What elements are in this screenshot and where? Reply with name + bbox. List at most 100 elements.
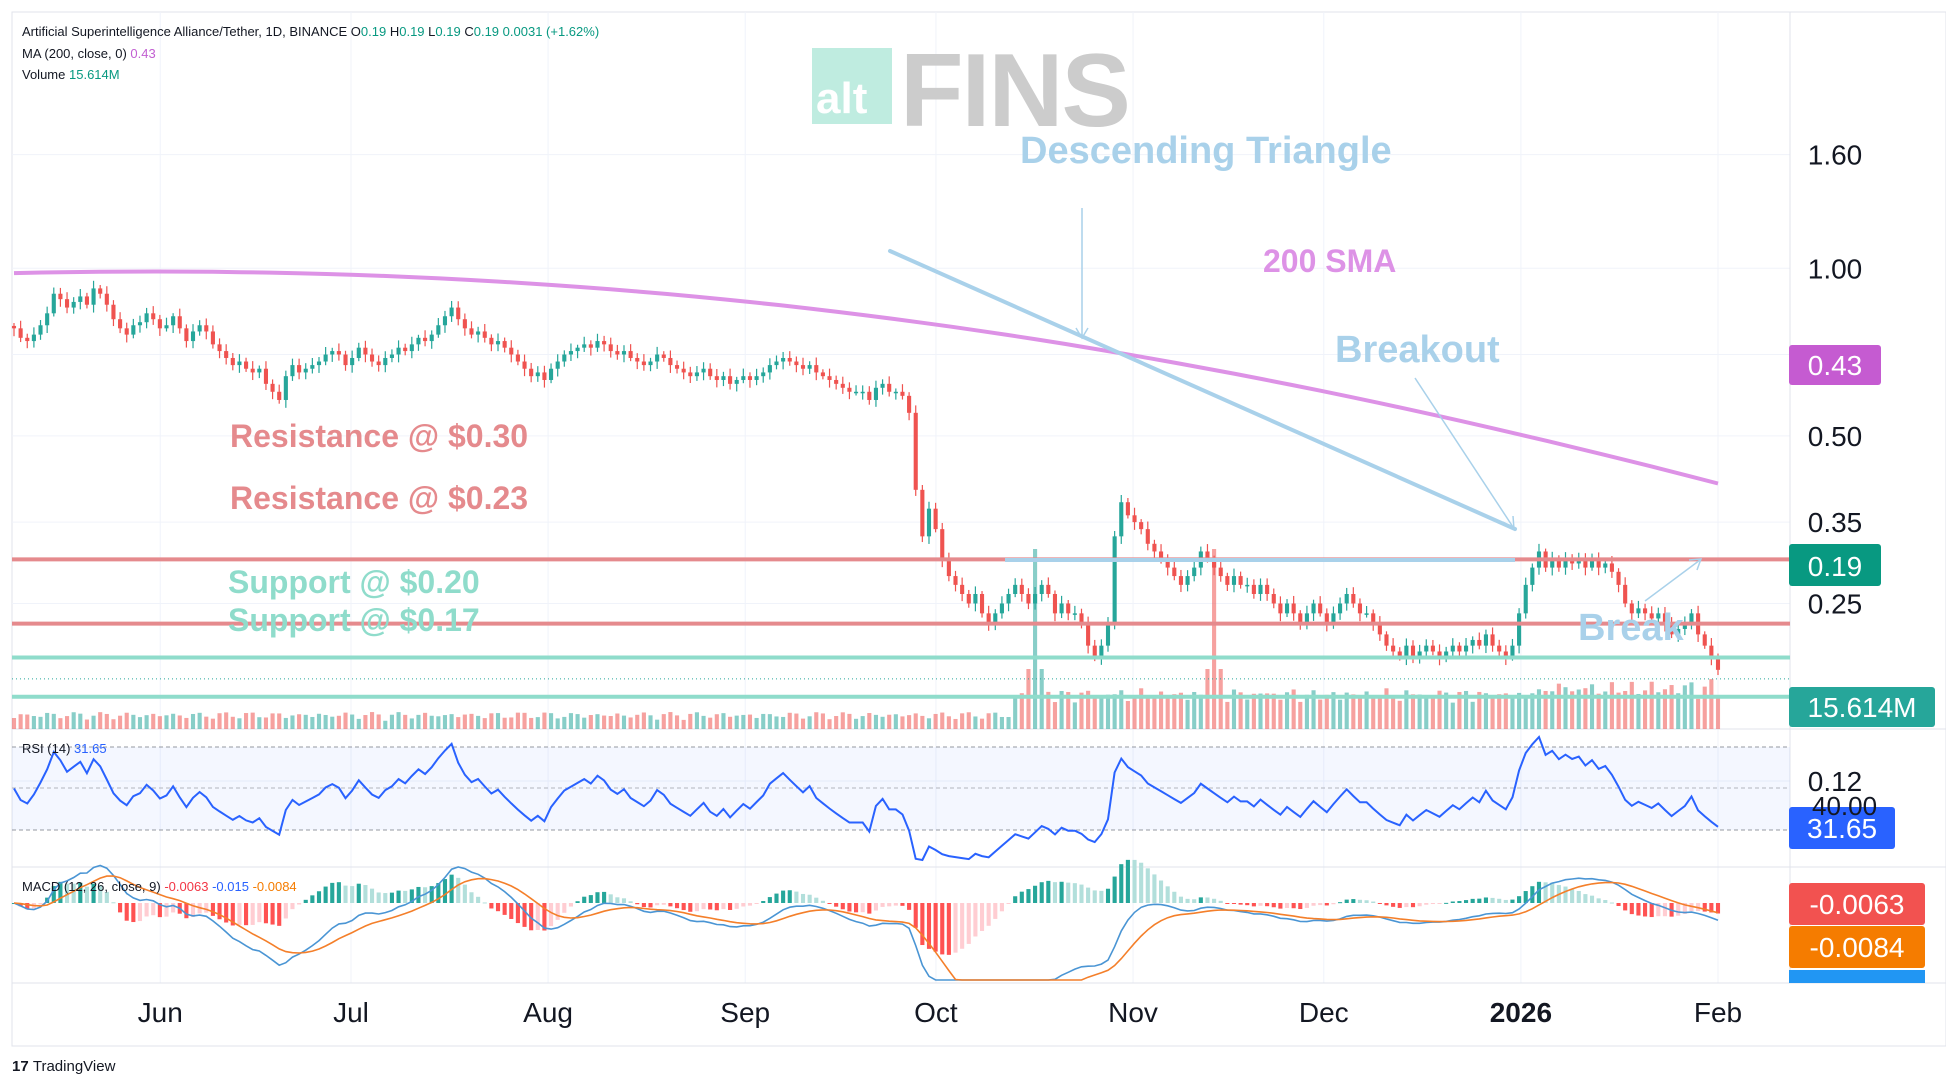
volume-bar — [217, 713, 222, 729]
macd-histogram-bar — [356, 883, 361, 903]
candle — [1019, 578, 1024, 602]
candle — [1437, 644, 1442, 666]
macd-histogram-bar — [369, 888, 375, 903]
macd-histogram-bar — [907, 903, 912, 910]
volume-bar — [887, 714, 892, 729]
volume-bar — [336, 715, 341, 729]
candle — [250, 361, 255, 381]
macd-histogram-bar — [840, 903, 845, 910]
candle — [1218, 559, 1223, 582]
volume-bar — [230, 716, 235, 729]
macd-histogram-bar — [376, 892, 381, 903]
candle — [383, 351, 388, 373]
volume-bar — [1198, 694, 1203, 729]
macd-legend-signal: -0.0084 — [252, 879, 297, 894]
macd-histogram-bar — [893, 903, 898, 906]
volume-bar — [330, 716, 335, 729]
macd-histogram-bar — [1258, 903, 1263, 906]
macd-histogram-bar — [476, 896, 481, 903]
macd-histogram-bar — [794, 891, 799, 903]
macd-histogram-bar — [860, 903, 865, 913]
macd-histogram-bar — [1457, 901, 1462, 903]
candle — [144, 307, 149, 329]
candle — [999, 596, 1004, 619]
macd-histogram-bar — [913, 903, 918, 928]
volume-bar — [966, 712, 971, 729]
volume-bar — [873, 714, 879, 729]
volume-bar — [840, 712, 845, 729]
candle — [840, 376, 845, 394]
macd-histogram-bar — [1470, 898, 1475, 903]
candle — [1178, 569, 1183, 593]
volume-bar — [1265, 693, 1270, 729]
volume-bar — [1656, 692, 1661, 729]
candle — [283, 370, 288, 408]
volume-bar — [668, 712, 673, 729]
macd-histogram-bar — [363, 885, 368, 903]
macd-histogram-bar — [681, 903, 686, 911]
time-tick-label: Feb — [1694, 997, 1742, 1028]
macd-histogram-bar — [986, 903, 991, 926]
candle — [303, 363, 308, 380]
macd-histogram-bar — [224, 903, 229, 923]
candle — [880, 379, 885, 395]
candle — [310, 357, 315, 374]
volume-bar — [1490, 698, 1495, 729]
volume-bar — [648, 715, 653, 729]
macd-histogram-bar — [1503, 899, 1508, 903]
volume-bar — [608, 716, 613, 729]
candle — [18, 320, 23, 343]
macd-histogram-bar — [1391, 903, 1396, 907]
volume-bar — [1530, 693, 1535, 729]
last-price-tag: 0.19 — [1789, 544, 1881, 586]
macd-histogram-bar — [714, 903, 719, 911]
volume-bar — [204, 716, 209, 729]
tradingview-logo[interactable]: 17 TradingView — [12, 1058, 116, 1075]
macd-histogram-bar — [535, 903, 540, 930]
volume-bar — [920, 715, 925, 729]
volume-bar — [1338, 699, 1343, 729]
candle — [237, 354, 242, 373]
macd-legend[interactable]: MACD (12, 26, close, 9) -0.0063 -0.015 -… — [22, 879, 297, 894]
candle — [595, 333, 600, 352]
rsi-legend[interactable]: RSI (14) 31.65 — [22, 741, 107, 756]
volume-bar — [708, 717, 713, 729]
candle — [1251, 579, 1256, 599]
candle — [993, 609, 998, 631]
symbol-legend[interactable]: Artificial Superintelligence Alliance/Te… — [22, 24, 600, 39]
macd-histogram-bar — [137, 903, 143, 922]
candle — [1357, 598, 1363, 622]
macd-histogram-bar — [588, 895, 593, 903]
candle — [1172, 560, 1177, 581]
macd-histogram-bar — [244, 903, 249, 926]
macd-histogram-bar — [1318, 903, 1323, 906]
volume-bar — [522, 712, 527, 729]
volume-bar — [907, 715, 912, 729]
volume-bar — [1231, 689, 1237, 729]
candle — [1271, 588, 1276, 609]
candle — [1709, 638, 1714, 666]
candle — [814, 357, 819, 381]
volume-bar — [197, 712, 202, 729]
candle — [436, 318, 441, 338]
candle — [98, 285, 103, 299]
volume-bar — [190, 713, 196, 729]
volume-legend[interactable]: Volume 15.614M — [22, 67, 120, 82]
volume-bar — [847, 713, 852, 729]
macd-histogram-bar — [1643, 903, 1648, 917]
candle — [509, 340, 514, 363]
macd-histogram-bar — [701, 903, 706, 910]
volume-bar — [575, 714, 580, 729]
macd-histogram-bar — [1139, 862, 1144, 903]
candle — [960, 577, 965, 602]
ma-legend[interactable]: MA (200, close, 0) 0.43 — [22, 46, 156, 61]
macd-histogram-bar — [1304, 903, 1309, 908]
candle — [58, 287, 63, 307]
volume-bar — [369, 712, 375, 729]
volume-value: 15.614M — [69, 67, 120, 82]
descending-trendline — [888, 249, 1517, 531]
candle — [1238, 571, 1243, 589]
volume-bar — [290, 715, 295, 729]
macd-histogram-bar — [237, 903, 242, 925]
